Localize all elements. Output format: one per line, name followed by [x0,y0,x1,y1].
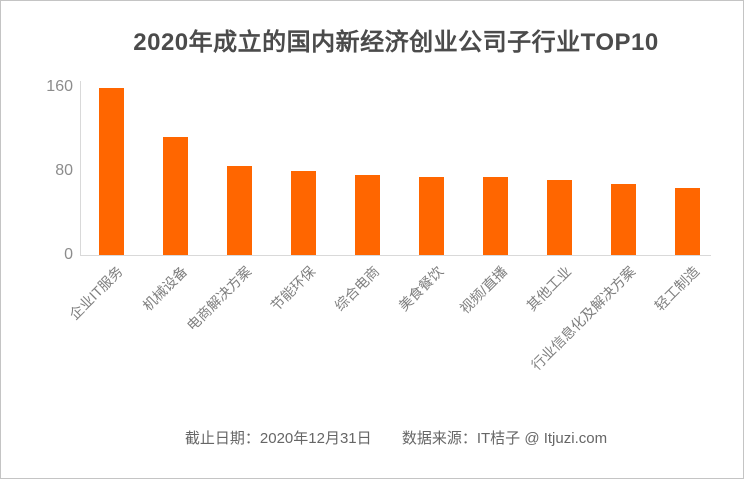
x-category-label: 节能环保 [267,263,318,314]
bar-9 [611,184,637,255]
bar-10 [675,188,701,255]
x-category-label: 轻工制造 [651,263,703,314]
x-category-label: 电商解决方案 [183,263,254,334]
bar-7 [483,177,509,255]
bar-5 [355,175,381,255]
chart-footer: 截止日期：2020年12月31日 数据来源：IT桔子 @ Itjuzi.com [81,427,711,448]
x-category-label: 视频/直播 [456,263,511,317]
y-tick-label: 80 [55,162,73,179]
bar-8 [547,180,573,255]
y-tick-label: 0 [64,246,73,263]
x-category-label: 机械设备 [138,263,190,314]
bar-6 [419,177,445,255]
x-category-label: 其他工业 [523,263,575,314]
bar-1 [99,88,124,255]
bar-2 [163,137,189,255]
y-axis-line [80,81,81,255]
x-axis-line [80,255,711,256]
y-tick-label: 160 [46,78,73,95]
bar-4 [291,171,317,255]
x-category-label: 综合电商 [331,263,383,314]
footer-deadline: 截止日期：2020年12月31日 [184,430,372,447]
footer-source: 数据来源：IT桔子 @ Itjuzi.com [401,430,608,447]
x-category-label: 企业IT服务 [66,263,126,323]
bar-3 [227,166,253,255]
x-category-label: 行业信息化及解决方案 [527,263,639,374]
chart-title: 2020年成立的国内新经济创业公司子行业TOP10 [133,29,659,56]
x-category-label: 美食餐饮 [395,263,447,314]
